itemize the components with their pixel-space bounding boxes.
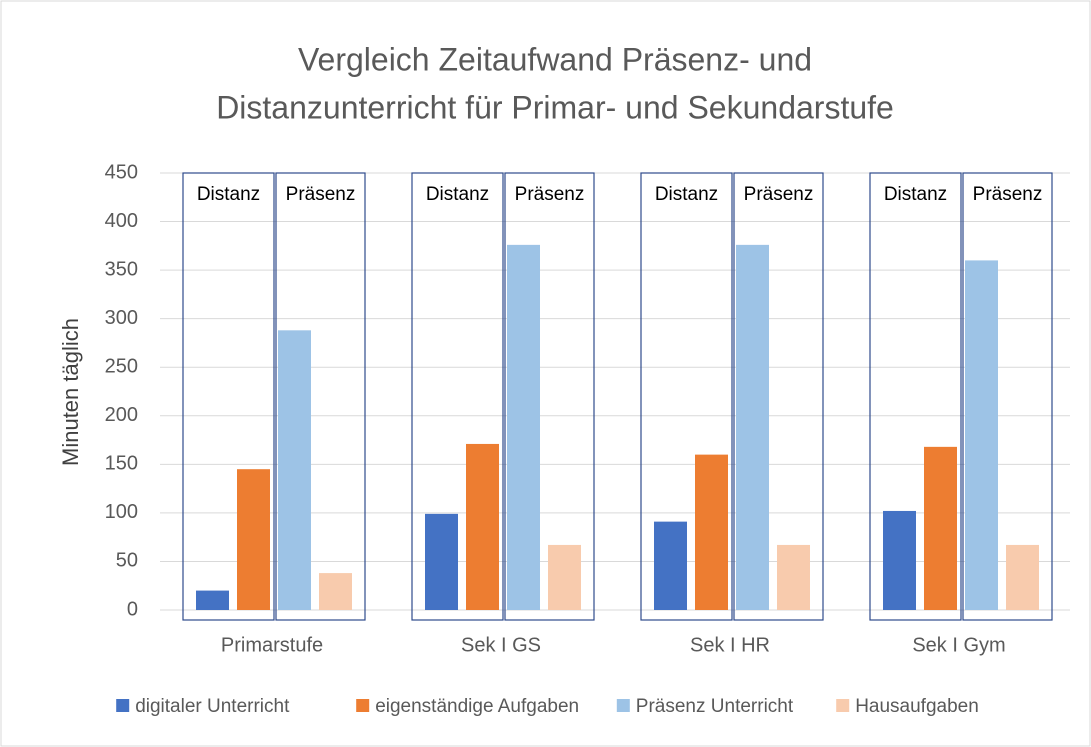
annotation-box [504,172,595,621]
annotation: Distanz [426,184,489,205]
annotation-box [869,172,962,621]
x-tick-label: Sek I GS [461,634,541,656]
y-tick-label: 0 [127,598,138,620]
annotation: Distanz [655,184,718,205]
y-tick-label: 200 [105,404,138,426]
legend-label: eigenständige Aufgaben [375,696,579,717]
y-tick-label: 50 [116,550,138,572]
bar [695,454,728,610]
bar [777,544,810,610]
legend-swatch [836,699,850,712]
bar [319,573,352,610]
annotation-box [411,172,504,621]
bar [1006,544,1039,610]
chart-title: Vergleich Zeitaufwand Präsenz- und [298,41,812,77]
bar [507,244,540,610]
legend-swatch [616,699,630,712]
bar [237,469,270,610]
annotation-box [733,172,824,621]
annotation-box [275,172,366,621]
annotation: Präsenz [744,184,814,205]
annotation: Präsenz [286,184,356,205]
y-tick-label: 150 [105,453,138,475]
annotation: Distanz [884,184,947,205]
bar [883,510,916,610]
x-tick-label: Sek I Gym [912,634,1005,656]
bar [278,330,311,610]
y-tick-label: 350 [105,258,138,280]
chart-title: Distanzunterricht für Primar- und Sekund… [216,89,894,125]
annotation-box [962,172,1053,621]
bar [654,521,687,610]
y-tick-label: 100 [105,501,138,523]
y-tick-label: 450 [105,161,138,183]
annotation: Distanz [197,184,260,205]
bar [548,544,581,610]
annotation-box [640,172,733,621]
bar [965,260,998,610]
legend-label: digitaler Unterricht [135,696,290,717]
y-tick-label: 300 [105,307,138,329]
y-axis-label: Minuten täglich [58,318,83,466]
y-tick-label: 400 [105,210,138,232]
legend-label: Hausaufgaben [855,696,979,717]
bar [425,513,458,610]
y-tick-label: 250 [105,356,138,378]
legend-label: Präsenz Unterricht [636,696,794,717]
bar [196,590,229,610]
bar [466,443,499,610]
x-tick-label: Primarstufe [221,634,323,656]
x-tick-label: Sek I HR [690,634,770,656]
legend-swatch [356,699,370,712]
annotation-box [182,172,275,621]
annotation: Präsenz [515,184,585,205]
annotation: Präsenz [973,184,1043,205]
bar [924,446,957,610]
bar [736,244,769,610]
legend-swatch [116,699,130,712]
